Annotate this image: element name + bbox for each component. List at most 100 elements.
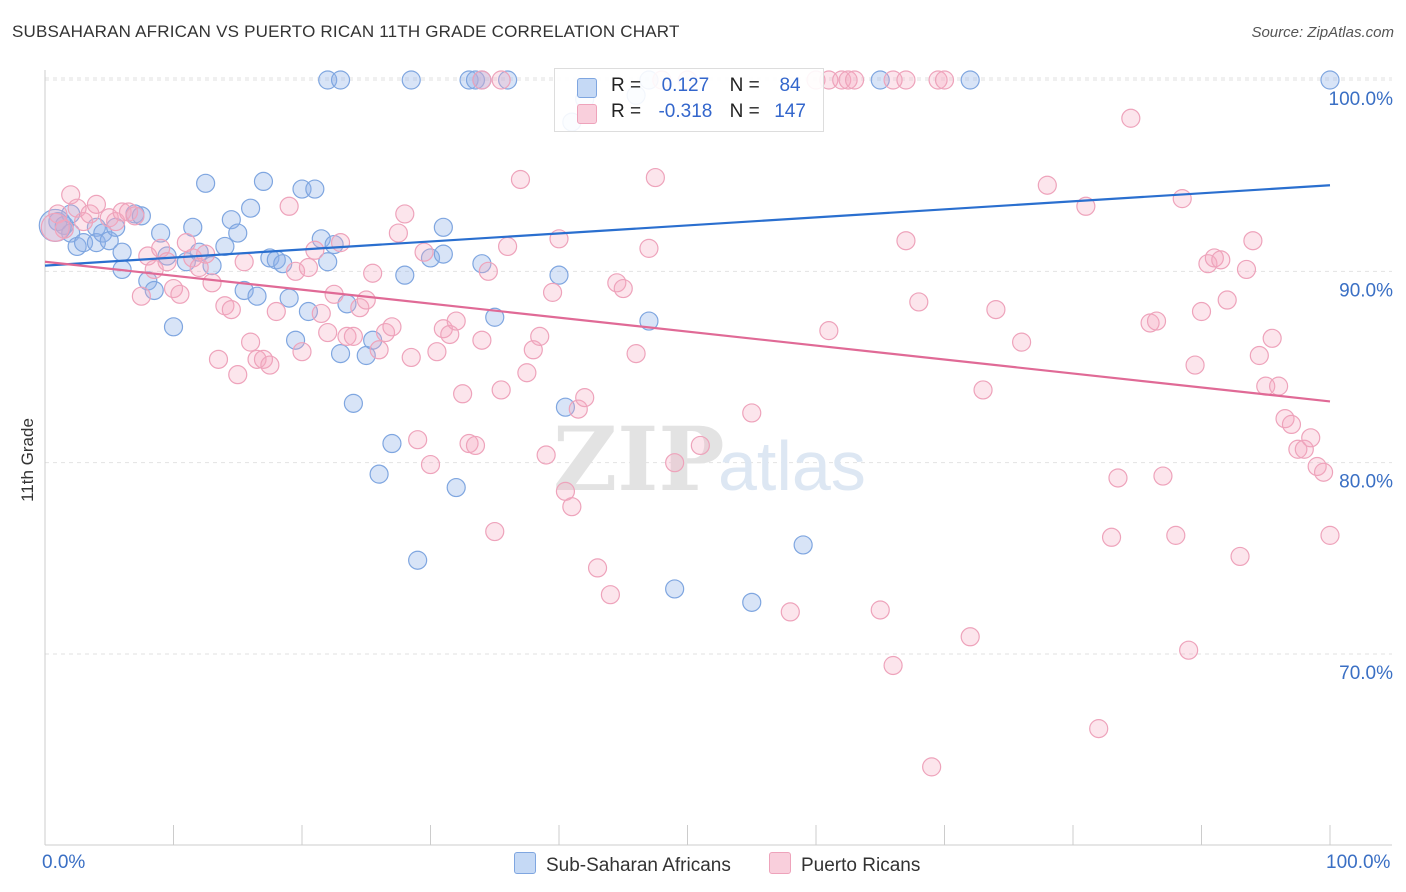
data-point <box>453 384 473 404</box>
axes <box>44 70 1392 846</box>
data-point <box>626 344 646 364</box>
data-point <box>247 286 267 306</box>
legend-n-value-2: 147 <box>774 101 806 122</box>
data-point <box>1166 525 1186 545</box>
data-point <box>382 317 402 337</box>
data-point <box>485 307 505 327</box>
data-point <box>241 198 261 218</box>
data-point <box>665 579 685 599</box>
data-point <box>587 558 608 578</box>
data-point <box>1320 525 1340 545</box>
data-point <box>1179 640 1199 660</box>
data-point <box>639 238 659 258</box>
data-point <box>1268 376 1289 396</box>
y-tick-labels: 70.0% 80.0% 90.0% 100.0% <box>1329 89 1394 684</box>
data-point <box>1217 290 1237 310</box>
data-point <box>305 240 325 260</box>
data-point <box>909 292 929 312</box>
data-point <box>922 757 942 777</box>
legend-n-value-1: 84 <box>779 75 801 96</box>
legend-r-value-1: 0.127 <box>661 75 710 96</box>
data-point <box>1108 468 1128 488</box>
source-note: Source: ZipAtlas.com <box>1251 24 1394 41</box>
data-point <box>1191 301 1212 322</box>
data-point <box>1185 355 1205 375</box>
bottom-legend-label-2: Puerto Ricans <box>801 855 921 876</box>
y-tick-label-100: 100.0% <box>1329 89 1394 110</box>
data-point <box>883 655 903 676</box>
data-point <box>1011 332 1032 352</box>
data-point <box>292 342 312 362</box>
data-point <box>742 592 762 612</box>
data-point <box>1281 414 1302 434</box>
data-point <box>498 70 518 90</box>
data-point <box>125 206 145 226</box>
y-tick-label-90: 90.0% <box>1339 280 1393 301</box>
data-point <box>870 600 890 620</box>
data-point <box>260 355 280 375</box>
data-point <box>1320 70 1340 90</box>
data-point <box>330 344 351 364</box>
data-point <box>575 388 595 408</box>
data-point <box>542 282 563 302</box>
data-point <box>285 330 306 350</box>
chart-title: SUBSAHARAN AFRICAN VS PUERTO RICAN 11TH … <box>12 22 680 41</box>
legend-n-label: N = <box>729 101 760 122</box>
data-point <box>1172 189 1192 209</box>
data-point <box>536 445 556 465</box>
legend-r-value-2: -0.318 <box>658 101 713 122</box>
data-point <box>285 261 306 281</box>
data-point <box>305 179 325 199</box>
data-point <box>298 257 319 278</box>
data-point <box>472 70 492 90</box>
data-point <box>202 273 222 293</box>
bottom-legend-item-puerto-rican: Puerto Ricans <box>769 852 920 877</box>
data-point <box>613 278 633 299</box>
correlation-legend: R = 0.127 N = 84 R = -0.318 N = 147 <box>554 68 824 132</box>
data-point <box>472 330 492 350</box>
data-point <box>1262 328 1282 348</box>
data-point <box>343 393 363 413</box>
data-point <box>1037 175 1057 195</box>
data-point <box>311 303 331 324</box>
data-point <box>960 627 980 647</box>
data-point <box>151 223 171 243</box>
data-point <box>337 326 357 346</box>
trend-line-puerto-rican <box>44 260 1331 403</box>
data-point <box>433 244 453 264</box>
data-point <box>388 223 408 243</box>
data-point <box>1313 462 1334 482</box>
data-point <box>1236 259 1257 280</box>
data-point <box>485 521 505 542</box>
data-point <box>793 535 813 555</box>
legend-swatch-pink <box>577 104 597 124</box>
bottom-legend-swatch-blue <box>514 852 536 874</box>
data-point <box>530 326 550 346</box>
data-point <box>106 211 126 232</box>
bottom-legend-swatch-pink <box>769 852 791 874</box>
data-point <box>350 298 370 318</box>
data-point <box>318 252 338 272</box>
legend-r-label: R = <box>611 75 642 96</box>
data-point <box>498 236 518 257</box>
data-point <box>838 70 858 90</box>
data-point <box>157 252 177 272</box>
data-point <box>465 435 486 456</box>
data-point <box>600 585 621 605</box>
data-point <box>382 433 402 454</box>
data-point <box>241 332 261 352</box>
legend-n-label: N = <box>729 75 760 96</box>
data-point <box>330 70 351 90</box>
data-point <box>1249 345 1269 366</box>
data-point <box>896 70 916 90</box>
data-point <box>973 380 993 400</box>
data-point <box>215 236 235 257</box>
data-point <box>562 497 582 517</box>
data-point <box>510 169 531 190</box>
watermark-zip: ZIP <box>553 407 725 511</box>
data-point <box>986 300 1006 320</box>
data-point <box>742 403 762 423</box>
legend-r-label: R = <box>611 101 642 122</box>
